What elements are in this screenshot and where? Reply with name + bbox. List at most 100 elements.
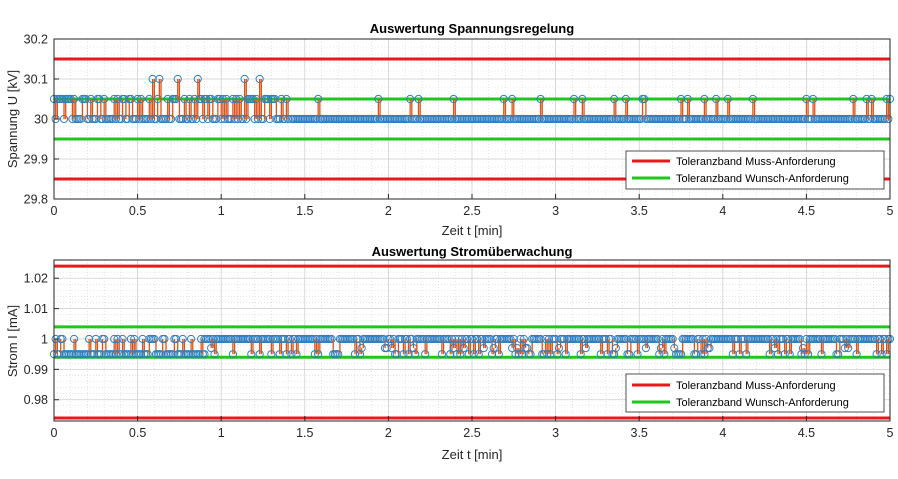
voltage-x-axis-label: Zeit t [min] bbox=[442, 223, 503, 238]
voltage-measurement-point bbox=[255, 74, 264, 84]
voltage-measurement-point bbox=[712, 94, 721, 104]
current-measurement-point bbox=[872, 350, 881, 359]
current-x-tick-label: 0 bbox=[51, 426, 58, 440]
current-x-axis-label: Zeit t [min] bbox=[442, 447, 503, 462]
voltage-measurement-point bbox=[59, 114, 69, 124]
current-y-tick-label: 1.01 bbox=[24, 302, 48, 316]
current-measurement-point bbox=[518, 350, 527, 359]
voltage-measurement-point bbox=[100, 94, 109, 104]
current-measurement-point bbox=[551, 334, 560, 344]
current-measurement-point bbox=[327, 334, 336, 344]
current-measurement-point bbox=[210, 350, 219, 359]
current-measurement-point bbox=[355, 350, 365, 359]
voltage-measurement-point bbox=[222, 94, 231, 104]
current-measurement-point bbox=[581, 343, 590, 353]
current-measurement-point bbox=[292, 350, 301, 359]
voltage-x-tick-label: 5 bbox=[887, 204, 894, 218]
current-measurement-point bbox=[456, 350, 465, 359]
current-measurement-point bbox=[487, 350, 497, 359]
voltage-legend-wunsch-label: Toleranzband Wunsch-Anforderung bbox=[676, 173, 849, 185]
current-legend-box bbox=[625, 373, 885, 413]
current-measurement-point bbox=[655, 350, 664, 359]
voltage-x-tick-label: 3.5 bbox=[631, 204, 648, 218]
voltage-y-tick-label: 29.9 bbox=[24, 153, 48, 167]
voltage-x-tick-label: 3 bbox=[552, 204, 559, 218]
voltage-measurement-point bbox=[126, 94, 136, 104]
voltage-chart: 0 0.5 1 1.5 2 2.5 3 3.5 4 4.5 529.829.93030.130.2 … bbox=[5, 21, 895, 238]
current-measurement-point bbox=[469, 350, 478, 359]
current-y-tick-label: 0.99 bbox=[24, 363, 48, 377]
current-measurement-point bbox=[138, 334, 147, 344]
current-measurement-point bbox=[691, 350, 701, 359]
current-measurement-point bbox=[51, 334, 60, 344]
current-ticks: 0 0.5 1 1.5 2 2.5 3 3.5 4 4.5 5 0.98 0.99 1 1.01 1.02 bbox=[24, 272, 894, 440]
current-legend-muss-label: Toleranzband Muss-Anforderung bbox=[676, 380, 836, 392]
current-x-tick-label: 2 bbox=[385, 426, 392, 440]
current-measurement-point bbox=[287, 350, 296, 359]
current-measurement-point bbox=[178, 334, 187, 344]
voltage-measurement-point bbox=[849, 94, 858, 104]
current-measurement-point bbox=[603, 350, 612, 359]
voltage-measurement-point bbox=[862, 94, 871, 104]
current-measurement-point bbox=[536, 334, 545, 344]
voltage-x-tick-label: 4.5 bbox=[798, 204, 815, 218]
voltage-measurement-point bbox=[884, 114, 893, 124]
voltage-measurement-point bbox=[748, 94, 757, 104]
current-measurement-point bbox=[130, 334, 139, 344]
voltage-measurement-point bbox=[414, 94, 423, 104]
voltage-measurement-point bbox=[449, 94, 458, 104]
voltage-measurement-point bbox=[867, 94, 876, 104]
current-measurement-point bbox=[553, 350, 562, 359]
current-measurement-point bbox=[670, 343, 679, 353]
current-x-tick-label: 4.5 bbox=[798, 426, 815, 440]
voltage-measurement-point bbox=[69, 94, 79, 104]
current-measurement-point bbox=[421, 350, 430, 359]
voltage-measurement-point bbox=[173, 74, 182, 84]
voltage-measurement-point bbox=[185, 94, 194, 104]
voltage-measurement-point bbox=[166, 114, 176, 124]
voltage-ticks: 0 0.5 1 1.5 2 2.5 3 3.5 4 4.5 5 29.8 29.9 30 30.1 30.2 bbox=[24, 33, 894, 219]
current-measurement-point bbox=[834, 350, 843, 359]
voltage-x-tick-label: 1 bbox=[218, 204, 225, 218]
current-measurement-point bbox=[735, 350, 744, 359]
current-y-tick-label: 1 bbox=[41, 332, 48, 346]
current-measurement-point bbox=[156, 350, 166, 359]
voltage-y-tick-label: 30.2 bbox=[24, 33, 48, 47]
current-measurement-point bbox=[519, 334, 528, 344]
current-measurement-point bbox=[247, 350, 256, 359]
voltage-measurement-point bbox=[258, 114, 268, 124]
current-x-tick-label: 4 bbox=[719, 426, 726, 440]
current-measurement-point bbox=[382, 343, 391, 353]
voltage-measurement-point bbox=[120, 94, 129, 104]
voltage-measurement-point bbox=[683, 94, 692, 104]
voltage-measurement-point bbox=[198, 114, 207, 124]
voltage-measurement-point bbox=[116, 114, 125, 124]
current-measurement-point bbox=[100, 334, 109, 344]
current-measurement-point bbox=[411, 350, 420, 359]
voltage-measurement-point bbox=[155, 74, 164, 84]
current-y-tick-label: 0.98 bbox=[24, 393, 48, 407]
current-measurement-point bbox=[474, 350, 483, 359]
current-measurement-point bbox=[546, 350, 555, 359]
voltage-x-tick-label: 0 bbox=[51, 204, 58, 218]
voltage-measurement-point bbox=[180, 94, 189, 104]
current-measurement-point bbox=[282, 350, 291, 359]
voltage-measurement-point bbox=[81, 94, 90, 104]
current-measurement-point bbox=[96, 350, 105, 359]
voltage-measurement-point bbox=[151, 114, 161, 124]
current-measurement-point bbox=[91, 334, 100, 344]
voltage-measurement-point bbox=[148, 74, 157, 84]
current-measurement-point bbox=[795, 334, 804, 344]
current-measurement-point bbox=[523, 343, 532, 353]
voltage-measurement-point bbox=[242, 114, 251, 124]
current-measurement-point bbox=[625, 350, 634, 359]
current-measurement-point bbox=[267, 350, 276, 359]
current-measurement-point bbox=[113, 334, 122, 344]
voltage-y-tick-label: 30.1 bbox=[24, 73, 48, 87]
current-measurement-point bbox=[354, 334, 363, 344]
current-measurements bbox=[49, 334, 895, 359]
voltage-measurement-point bbox=[406, 94, 415, 104]
current-measurement-point bbox=[830, 334, 839, 344]
current-measurement-point bbox=[701, 334, 711, 344]
voltage-x-tick-label: 2.5 bbox=[463, 204, 480, 218]
